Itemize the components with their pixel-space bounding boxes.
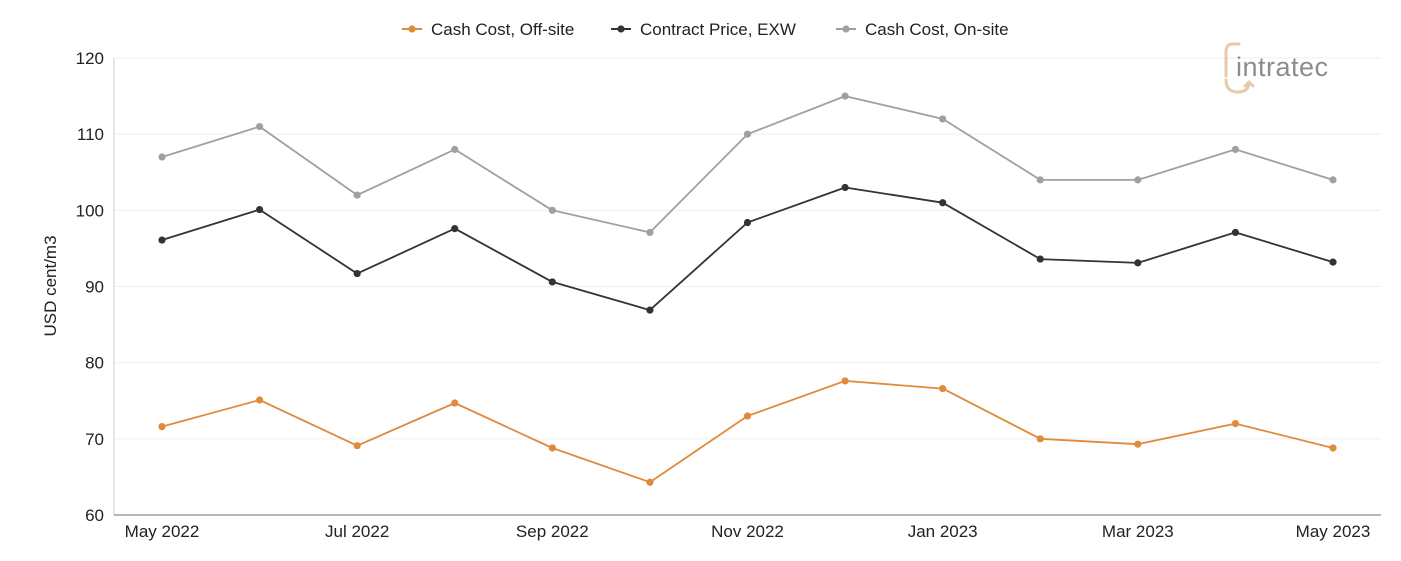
y-tick-label: 120 (76, 49, 104, 68)
data-point (743, 218, 752, 227)
data-point (451, 225, 459, 233)
data-point (451, 145, 459, 153)
data-point (255, 122, 264, 131)
y-tick-label: 90 (85, 278, 104, 297)
data-point (255, 396, 264, 404)
data-point (841, 183, 849, 192)
series-line-2 (161, 95, 1334, 234)
intratec-logo-mark-icon (1224, 42, 1255, 94)
data-point (548, 206, 556, 214)
data-point (743, 412, 752, 420)
data-point (451, 399, 459, 407)
data-point (1231, 228, 1240, 237)
y-tick-label: 100 (76, 201, 104, 220)
data-point (353, 442, 361, 450)
data-point (743, 130, 752, 138)
data-point (646, 228, 654, 237)
data-point (1134, 259, 1142, 267)
data-point (1329, 444, 1337, 452)
gridlines (114, 57, 1381, 440)
data-point (939, 384, 947, 393)
legend-label: Contract Price, EXW (640, 20, 796, 39)
x-tick-label: Nov 2022 (711, 522, 784, 541)
data-point (939, 115, 947, 123)
x-tick-label: May 2022 (125, 522, 200, 541)
data-point (548, 444, 556, 452)
series-line-0 (161, 379, 1334, 484)
data-point (353, 269, 361, 278)
x-tick-label: Jul 2022 (325, 522, 389, 541)
data-point (158, 423, 166, 431)
data-point (255, 205, 264, 214)
legend-label: Cash Cost, Off-site (431, 20, 574, 39)
legend-swatch-marker (617, 25, 625, 33)
series-lines (158, 92, 1337, 486)
y-tick-label: 70 (85, 430, 104, 449)
x-tick-label: Jan 2023 (908, 522, 978, 541)
x-tick-label: May 2023 (1296, 522, 1371, 541)
axes (113, 58, 1381, 516)
legend-swatch-marker (842, 25, 850, 33)
data-point (841, 92, 849, 100)
data-point (158, 153, 166, 161)
data-point (1036, 255, 1044, 263)
legend-item: Cash Cost, Off-site (402, 20, 574, 39)
y-tick-label: 110 (77, 125, 104, 144)
data-point (548, 278, 556, 286)
intratec-logo: intratec (1224, 42, 1329, 94)
data-point (939, 199, 947, 207)
data-point (1036, 176, 1044, 184)
series-line-1 (161, 186, 1334, 312)
x-tick-labels: May 2022 Jul 2022 Sep 2022 Nov 2022 Jan 2023… (125, 522, 1371, 541)
legend-swatch-marker (408, 25, 416, 33)
data-point (1329, 176, 1337, 184)
data-point (646, 478, 654, 486)
data-point (1134, 176, 1142, 184)
data-point (158, 236, 166, 244)
data-point (1036, 435, 1044, 443)
y-axis-title: USD cent/m3 (41, 235, 60, 336)
x-tick-label: Mar 2023 (1102, 522, 1174, 541)
y-tick-label: 60 (85, 506, 104, 525)
data-point (1231, 420, 1240, 428)
data-point (1329, 258, 1337, 266)
data-point (1134, 440, 1142, 448)
y-tick-label: 80 (85, 354, 104, 373)
x-tick-label: Sep 2022 (516, 522, 589, 541)
logo-wordmark: intratec (1236, 52, 1329, 82)
data-point (841, 377, 849, 385)
data-point (1231, 145, 1240, 153)
data-point (353, 191, 361, 199)
legend-label: Cash Cost, On-site (865, 20, 1009, 39)
legend-item: Cash Cost, On-site (836, 20, 1009, 39)
legend: Cash Cost, Off-site Contract Price, EXW Ca… (402, 20, 1009, 39)
legend-item: Contract Price, EXW (611, 20, 796, 39)
y-tick-labels: 60 70 80 90 100 110 120 (76, 49, 104, 525)
data-point (646, 306, 654, 314)
